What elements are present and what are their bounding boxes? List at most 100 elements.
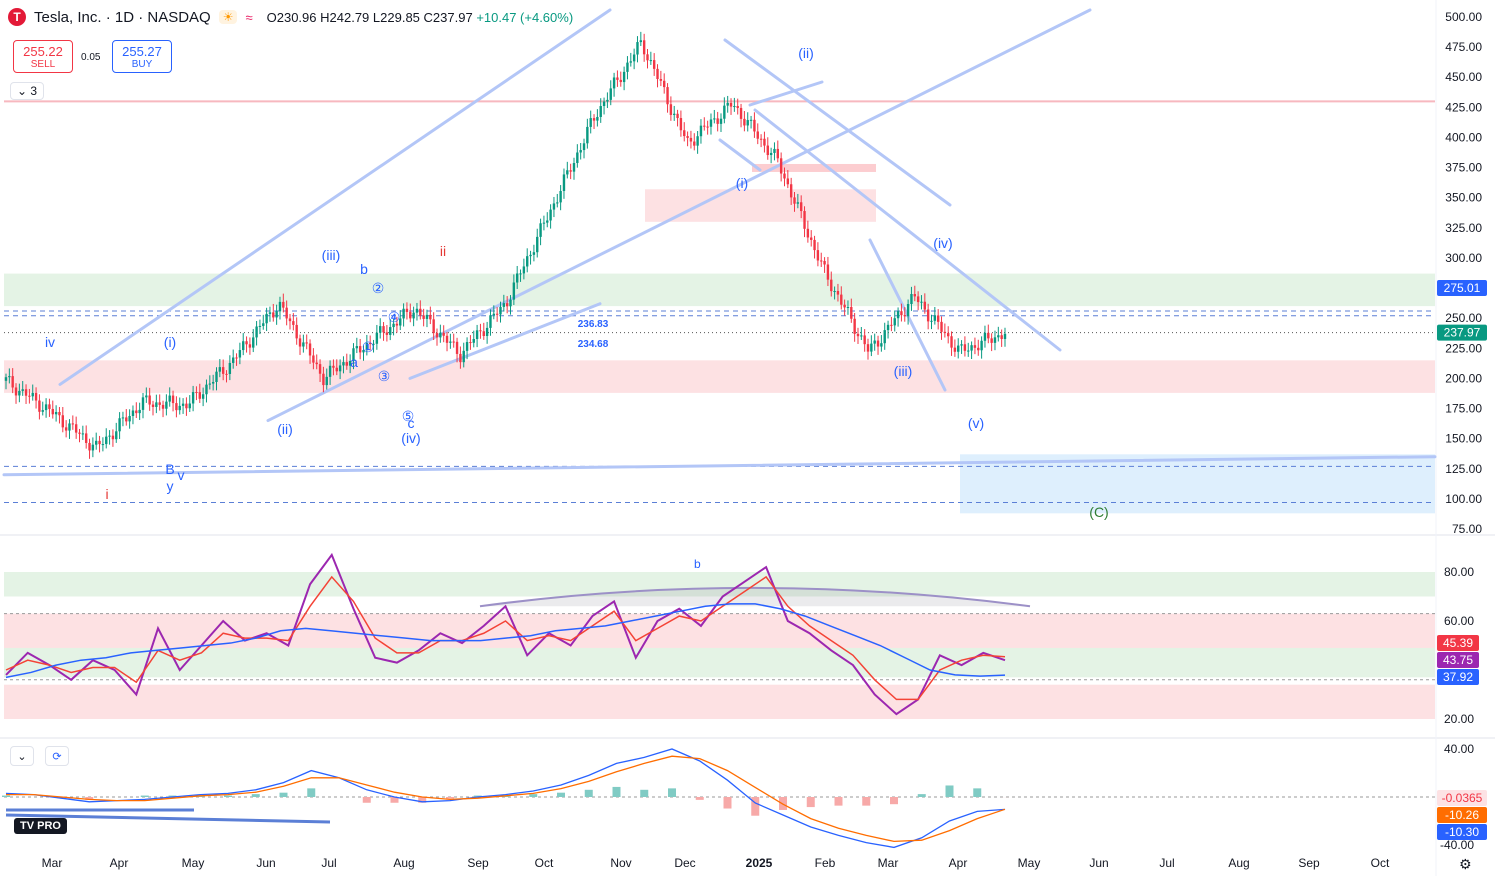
symbol-header: T Tesla, Inc. · 1D · NASDAQ ☀ ≈ O230.96 … bbox=[8, 8, 573, 26]
candle-body bbox=[616, 77, 619, 80]
tradingview-logo: TV PRO bbox=[14, 818, 67, 834]
price-tick-label: 450.00 bbox=[1445, 70, 1482, 84]
candle-body bbox=[776, 148, 780, 159]
macd-histogram-bar bbox=[224, 795, 232, 797]
buy-button[interactable]: 255.27 BUY bbox=[112, 40, 172, 73]
candle-body bbox=[779, 158, 783, 174]
candle-body bbox=[612, 77, 616, 89]
candle-body bbox=[268, 312, 272, 314]
time-axis-label: Oct bbox=[535, 856, 554, 870]
candle-body bbox=[713, 118, 716, 120]
candle-body bbox=[913, 294, 916, 297]
candle-body bbox=[54, 412, 58, 415]
candle-body bbox=[916, 296, 920, 303]
candle-body bbox=[823, 260, 826, 265]
macd-histogram-bar bbox=[695, 797, 704, 800]
candle-body bbox=[850, 307, 853, 319]
wave-label: (iii) bbox=[322, 247, 341, 263]
candle-body bbox=[445, 335, 449, 343]
candle-body bbox=[799, 202, 803, 212]
candle-body bbox=[442, 332, 445, 336]
ohlc-values: O230.96 H242.79 L229.85 C237.97 +10.47 (… bbox=[267, 10, 574, 25]
candle-body bbox=[255, 326, 258, 338]
candle-body bbox=[74, 424, 78, 433]
macd-sync-icon[interactable]: ⟳ bbox=[45, 746, 69, 766]
price-tick-label: 150.00 bbox=[1445, 432, 1482, 446]
candle-body bbox=[221, 367, 225, 374]
wave-label: v bbox=[178, 467, 185, 483]
macd-series-line bbox=[5, 748, 1006, 849]
time-axis-label: Oct bbox=[1371, 856, 1390, 870]
candle-body bbox=[766, 145, 769, 156]
candle-body bbox=[729, 102, 733, 107]
candle-body bbox=[642, 40, 646, 55]
symbol-title[interactable]: Tesla, Inc. · 1D · NASDAQ bbox=[34, 8, 211, 26]
price-zone bbox=[752, 163, 876, 172]
candle-body bbox=[863, 335, 866, 345]
macd-histogram-bar bbox=[917, 794, 926, 797]
macd-histogram-bar bbox=[279, 792, 288, 797]
candle-body bbox=[78, 432, 81, 434]
candle-body bbox=[352, 348, 355, 361]
candle-body bbox=[325, 376, 328, 386]
candle-body bbox=[332, 365, 335, 368]
candle-body bbox=[599, 106, 602, 117]
candle-body bbox=[211, 381, 215, 384]
wave-label: (ii) bbox=[277, 421, 293, 437]
candle-body bbox=[977, 347, 980, 351]
candle-body bbox=[830, 279, 833, 292]
macd-collapse-button[interactable]: ⌄ bbox=[10, 746, 34, 766]
gear-icon[interactable]: ⚙ bbox=[1459, 856, 1472, 872]
macd-histogram-bar bbox=[862, 797, 871, 806]
price-tick-label: 375.00 bbox=[1445, 161, 1482, 175]
macd-tag-label: -10.26 bbox=[1445, 808, 1479, 822]
spread-value: 0.05 bbox=[81, 52, 101, 63]
candle-body bbox=[499, 306, 502, 315]
candle-body bbox=[342, 362, 345, 366]
price-tick-label: 325.00 bbox=[1445, 221, 1482, 235]
macd-histogram-bar bbox=[307, 788, 316, 797]
candle-body bbox=[836, 291, 840, 295]
rsi-zone bbox=[4, 684, 1435, 719]
candle-body bbox=[348, 360, 352, 366]
candle-body bbox=[161, 404, 165, 409]
candle-body bbox=[960, 344, 963, 346]
open-value: O230.96 bbox=[266, 9, 317, 25]
candle-body bbox=[282, 301, 285, 308]
macd-histogram-bar bbox=[557, 792, 565, 797]
macd-histogram-bar bbox=[2, 795, 10, 797]
sun-icon[interactable]: ☀ bbox=[218, 10, 238, 24]
wave-label: 236.83 bbox=[578, 319, 609, 330]
candle-body bbox=[128, 415, 131, 422]
time-axis-label: 2025 bbox=[746, 856, 773, 870]
candle-body bbox=[115, 431, 118, 440]
candle-body bbox=[338, 365, 342, 372]
wave-label: b bbox=[360, 261, 368, 277]
trend-line bbox=[723, 38, 952, 207]
macd-histogram-bar bbox=[390, 797, 399, 803]
sell-button[interactable]: 255.22 SELL bbox=[13, 40, 73, 73]
candle-body bbox=[689, 137, 693, 142]
candle-body bbox=[880, 343, 883, 347]
indicators-toggle-button[interactable]: ⌄ 3 bbox=[10, 82, 45, 100]
candle-body bbox=[455, 341, 459, 354]
macd-histogram-bar bbox=[806, 797, 815, 808]
candle-body bbox=[629, 61, 632, 63]
candle-body bbox=[305, 342, 308, 344]
candle-body bbox=[997, 335, 1000, 338]
candle-body bbox=[469, 342, 472, 344]
trend-line bbox=[718, 138, 762, 172]
change-value: +10.47 (+4.60%) bbox=[476, 9, 574, 25]
candle-body bbox=[589, 118, 592, 127]
candle-body bbox=[472, 338, 475, 343]
price-tag bbox=[1437, 324, 1487, 341]
candle-body bbox=[84, 433, 88, 443]
candle-body bbox=[368, 343, 372, 345]
approx-icon[interactable]: ≈ bbox=[245, 9, 253, 25]
candle-body bbox=[405, 308, 409, 312]
candle-body bbox=[515, 273, 519, 283]
macd-tick-label: 40.00 bbox=[1444, 742, 1474, 756]
candle-body bbox=[64, 427, 68, 431]
candle-body bbox=[606, 99, 609, 102]
